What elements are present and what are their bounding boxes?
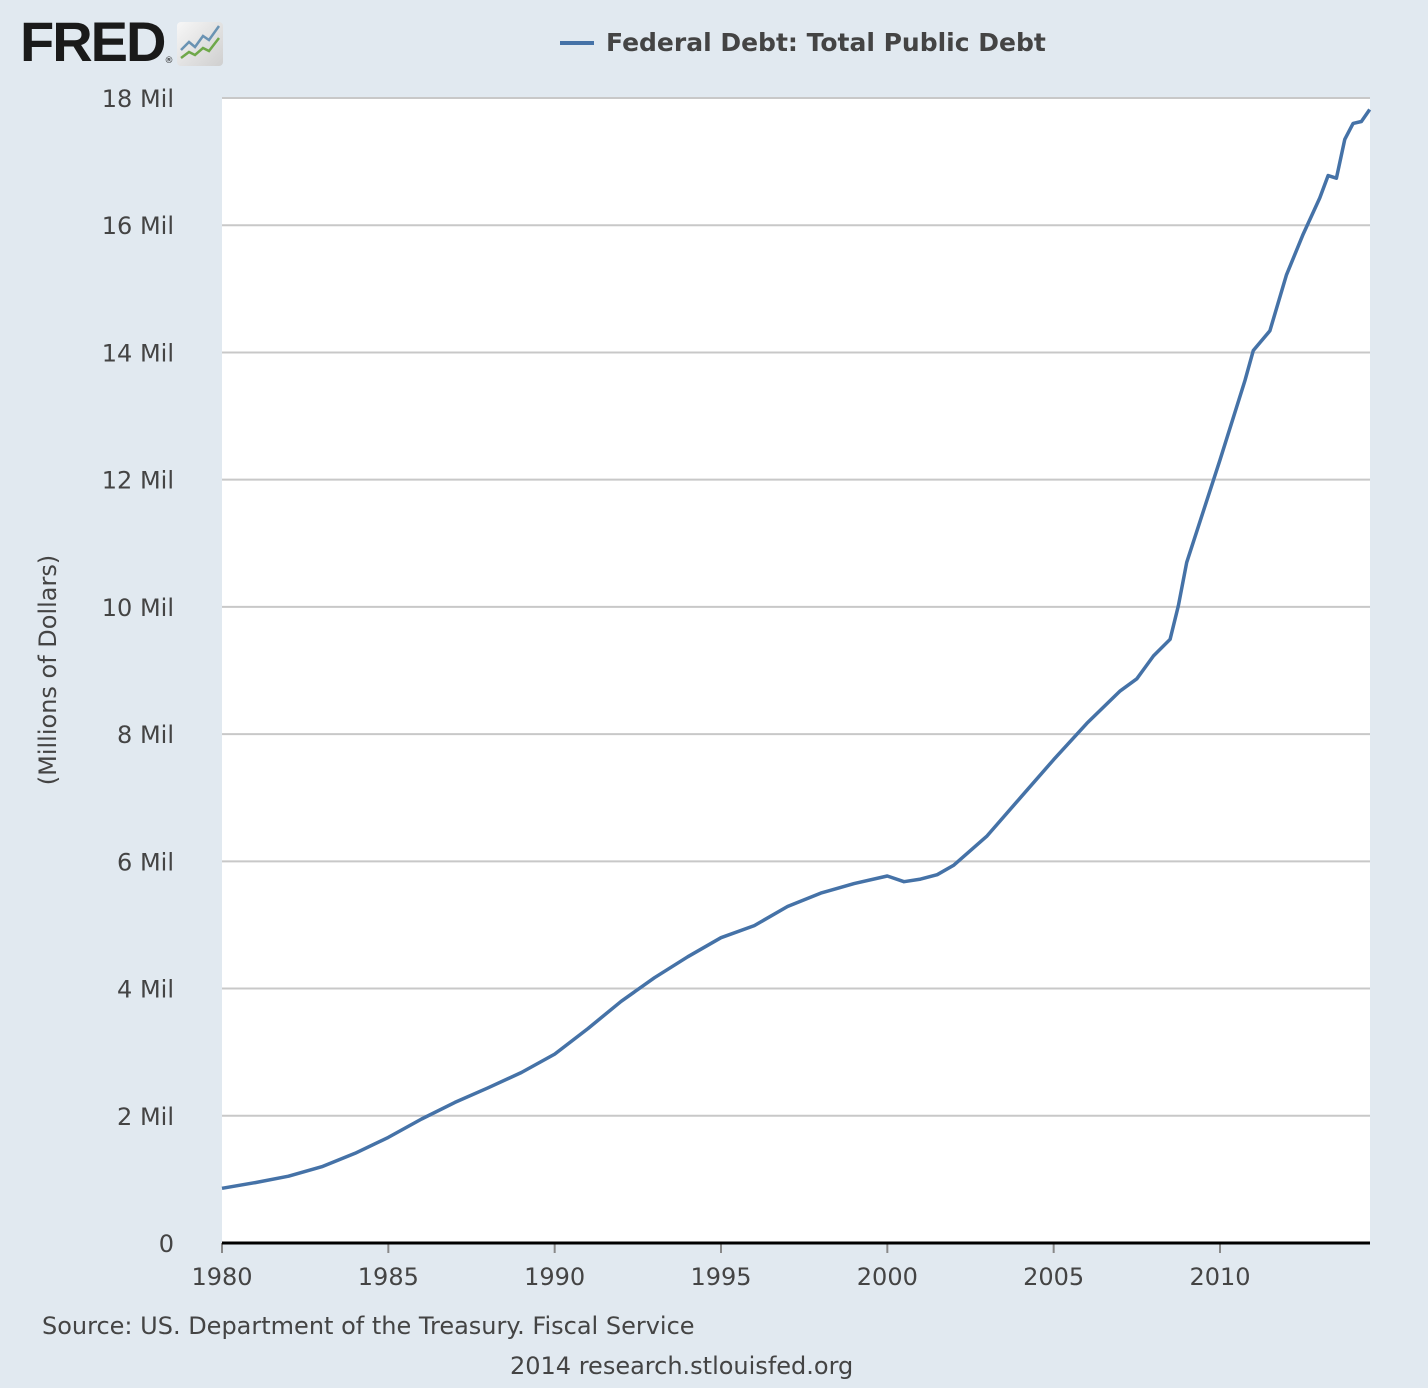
x-tick-label: 2010 <box>1189 1263 1250 1291</box>
x-tick-label: 1985 <box>358 1263 419 1291</box>
y-tick-label: 8 Mil <box>117 721 174 749</box>
y-tick-label: 18 Mil <box>102 85 174 113</box>
x-tick-label: 2000 <box>857 1263 918 1291</box>
x-tick-label: 1990 <box>524 1263 585 1291</box>
logo-text: FRED <box>20 10 166 73</box>
legend-swatch <box>560 40 594 45</box>
series-line-federal-debt[interactable] <box>221 108 1372 1191</box>
y-tick-label: 4 Mil <box>117 976 174 1004</box>
x-tick-label: 1980 <box>191 1263 252 1291</box>
y-tick-label: 2 Mil <box>117 1103 174 1131</box>
y-tick-label: 10 Mil <box>102 594 174 622</box>
credit-note: 2014 research.stlouisfed.org <box>510 1352 854 1380</box>
line-chart-icon <box>177 22 224 66</box>
fred-logo[interactable]: FRED ® <box>20 10 224 73</box>
plot-background <box>222 98 1370 1243</box>
x-tick-label: 2005 <box>1023 1263 1084 1291</box>
y-tick-label: 12 Mil <box>102 467 174 495</box>
y-tick-label: 0 <box>159 1230 174 1258</box>
legend-label: Federal Debt: Total Public Debt <box>606 28 1046 57</box>
source-note: Source: US. Department of the Treasury. … <box>42 1312 695 1340</box>
registered-mark: ® <box>164 56 174 66</box>
y-tick-label: 14 Mil <box>102 339 174 367</box>
y-axis-label: (Millions of Dollars) <box>34 555 62 785</box>
y-tick-label: 6 Mil <box>117 848 174 876</box>
x-tick-label: 1995 <box>690 1263 751 1291</box>
chart-legend[interactable]: Federal Debt: Total Public Debt <box>560 28 1046 57</box>
y-tick-label: 16 Mil <box>102 212 174 240</box>
